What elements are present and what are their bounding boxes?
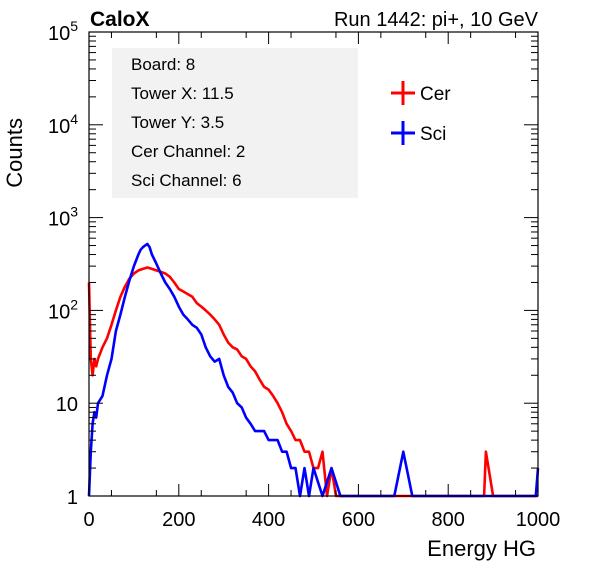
ticks-layer: 0 200 400 600 800 1000 1 10 102 103 104 105 <box>48 18 560 531</box>
x-tick-label: 400 <box>252 509 285 531</box>
legend-cer-label: Cer <box>420 84 451 105</box>
series-sci-line <box>87 242 540 498</box>
info-tower-y: Tower Y: 3.5 <box>131 113 224 132</box>
info-box <box>112 48 358 198</box>
experiment-label: CaloX <box>90 8 150 31</box>
run-info-label: Run 1442: pi+, 10 GeV <box>334 9 539 31</box>
y-tick-label: 1 <box>67 487 78 509</box>
y-tick-label: 10 <box>56 394 78 416</box>
x-tick-label: 1000 <box>516 509 561 531</box>
legend: Cer Sci <box>391 81 451 145</box>
info-sci-channel: Sci Channel: 6 <box>131 171 242 190</box>
x-tick-label: 0 <box>83 509 94 531</box>
y-axis-label: Counts <box>2 118 27 188</box>
y-tick-label: 103 <box>48 204 78 231</box>
y-tick-label: 102 <box>48 296 78 323</box>
legend-cer-marker <box>391 81 415 105</box>
series-cer-line <box>87 266 538 498</box>
legend-sci-marker <box>391 121 415 145</box>
y-tick-label: 104 <box>48 111 78 138</box>
plot-frame <box>88 31 539 497</box>
x-tick-label: 800 <box>432 509 465 531</box>
series-layer <box>87 242 540 498</box>
x-axis-label: Energy HG <box>427 536 536 561</box>
x-tick-label: 600 <box>342 509 375 531</box>
x-tick-label: 200 <box>162 509 195 531</box>
y-tick-label: 105 <box>48 18 78 45</box>
info-tower-x: Tower X: 11.5 <box>131 84 234 103</box>
legend-sci-label: Sci <box>420 124 446 145</box>
info-cer-channel: Cer Channel: 2 <box>131 142 245 161</box>
info-board: Board: 8 <box>131 55 195 74</box>
